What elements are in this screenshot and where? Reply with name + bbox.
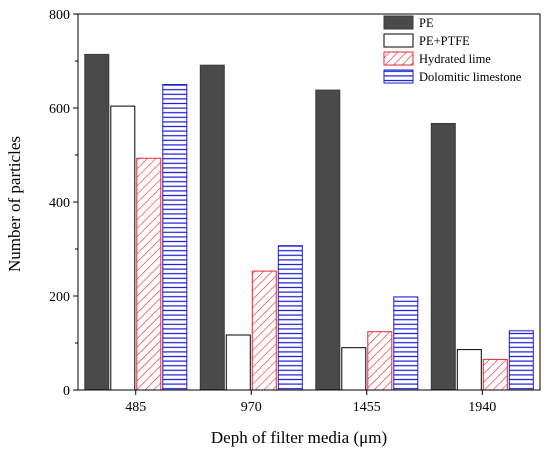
bar-pe-1455 bbox=[315, 89, 341, 391]
legend-label: Hydrated lime bbox=[419, 52, 491, 66]
bar-dolomitic-limestone-1455 bbox=[393, 296, 419, 391]
x-axis-title: Deph of filter media (μm) bbox=[211, 428, 387, 447]
legend-label: Dolomitic limestone bbox=[419, 70, 522, 84]
y-axis-title: Number of particles bbox=[5, 136, 24, 272]
legend-swatch bbox=[383, 33, 414, 48]
legend-swatch bbox=[383, 51, 414, 66]
legend-label: PE bbox=[419, 16, 434, 30]
bar-hydrated-lime-970 bbox=[251, 270, 277, 391]
y-tick-label: 600 bbox=[49, 102, 70, 117]
bar-pe-1940 bbox=[430, 123, 456, 391]
y-tick-label: 800 bbox=[49, 8, 70, 23]
bar-pe-ptfe-1940 bbox=[456, 349, 482, 391]
x-tick-label: 485 bbox=[125, 400, 146, 415]
legend-swatch bbox=[383, 15, 414, 30]
y-tick-label: 0 bbox=[63, 384, 70, 399]
bar-dolomitic-limestone-970 bbox=[277, 245, 303, 391]
bar-pe-ptfe-970 bbox=[225, 334, 251, 391]
bar-dolomitic-limestone-485 bbox=[162, 84, 188, 391]
x-tick-label: 970 bbox=[241, 400, 262, 415]
bars-layer bbox=[84, 53, 534, 391]
bar-pe-ptfe-1455 bbox=[341, 347, 367, 391]
legend: PE PE+PTFE Hydrated lime Dolomitic limeston… bbox=[383, 15, 522, 84]
bar-pe-485 bbox=[84, 53, 110, 391]
bar-dolomitic-limestone-1940 bbox=[508, 330, 534, 391]
legend-label: PE+PTFE bbox=[419, 34, 470, 48]
x-tick-label: 1940 bbox=[468, 400, 496, 415]
x-tick-label: 1455 bbox=[353, 400, 381, 415]
y-tick-label: 400 bbox=[49, 196, 70, 211]
bar-hydrated-lime-1455 bbox=[367, 331, 393, 391]
axes-layer: 0 200 400 600 800 485 970 1455 1940 bbox=[49, 8, 541, 415]
bar-pe-ptfe-485 bbox=[110, 105, 136, 391]
bar-pe-970 bbox=[199, 64, 225, 391]
y-tick-label: 200 bbox=[49, 290, 70, 305]
legend-swatch bbox=[383, 69, 414, 84]
bar-hydrated-lime-485 bbox=[136, 157, 162, 391]
bar-hydrated-lime-1940 bbox=[482, 358, 508, 391]
